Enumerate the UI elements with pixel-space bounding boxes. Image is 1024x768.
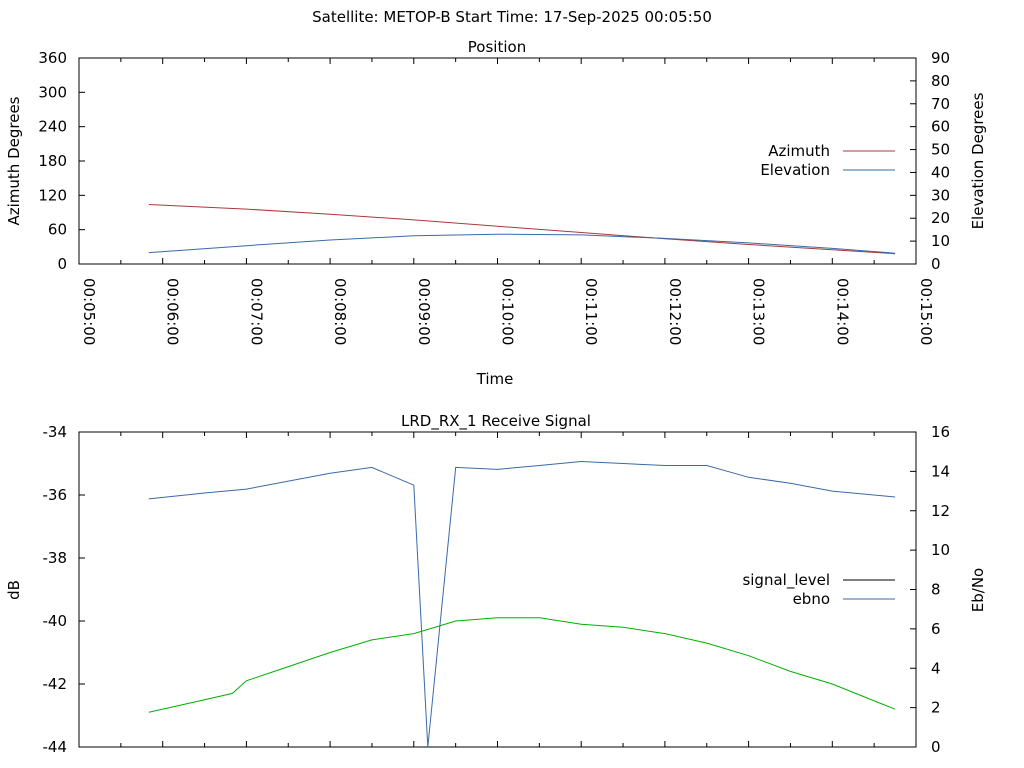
y2-tick-label: 14 xyxy=(931,462,950,480)
y2-tick-label: 70 xyxy=(931,95,950,113)
x-tick-label: 00:13:00 xyxy=(750,278,768,345)
signal-chart: LRD_RX_1 Receive Signal -44 -42 -40 -38 -36 -… xyxy=(5,412,987,756)
legend-signal-level-label: signal_level xyxy=(742,571,830,590)
x-tick-label: 00:11:00 xyxy=(582,278,600,345)
y-tick-label: -36 xyxy=(43,486,68,504)
x-tick-label: 00:12:00 xyxy=(666,278,684,345)
y-tick-label: 240 xyxy=(38,118,67,136)
x-tick-label: 00:15:00 xyxy=(917,278,935,345)
y2-tick-label: 10 xyxy=(931,232,950,250)
y-tick-label: 60 xyxy=(48,221,67,239)
series-signal-level-line xyxy=(148,617,896,713)
legend-ebno-label: ebno xyxy=(793,590,830,608)
signal-chart-title: LRD_RX_1 Receive Signal xyxy=(401,412,591,431)
position-chart: Position 00:05:00 00:06:00 00:07:00 00:08:0… xyxy=(5,38,987,388)
db-axis-label: dB xyxy=(5,580,23,600)
series-ebno-line xyxy=(148,460,896,748)
y2-tick-label: 30 xyxy=(931,186,950,204)
position-chart-title: Position xyxy=(468,38,526,56)
y-tick-label: -38 xyxy=(43,549,68,567)
y-tick-label: 180 xyxy=(38,152,67,170)
azimuth-axis-label: Azimuth Degrees xyxy=(5,96,23,225)
y2-tick-label: 60 xyxy=(931,118,950,136)
y2-tick-label: 12 xyxy=(931,502,950,520)
y2-tick-label: 80 xyxy=(931,72,950,90)
y2-tick-label: 6 xyxy=(931,620,941,638)
y-tick-label: 120 xyxy=(38,186,67,204)
x-tick-label: 00:06:00 xyxy=(164,278,182,345)
legend-elevation-label: Elevation xyxy=(760,161,830,179)
y2-tick-label: 0 xyxy=(931,738,941,756)
y-tick-label: -40 xyxy=(43,612,68,630)
y2-tick-label: 16 xyxy=(931,423,950,441)
y2-tick-label: 40 xyxy=(931,163,950,181)
y2-tick-label: 90 xyxy=(931,49,950,67)
series-elevation-line xyxy=(148,233,896,254)
elevation-axis-label: Elevation Degrees xyxy=(969,92,987,229)
y-tick-label: 300 xyxy=(38,83,67,101)
y-tick-label: 0 xyxy=(57,255,67,273)
x-tick-label: 00:10:00 xyxy=(499,278,517,345)
position-legend: Azimuth Elevation xyxy=(760,142,895,179)
y2-tick-label: 10 xyxy=(931,541,950,559)
x-tick-label: 00:05:00 xyxy=(80,278,98,345)
y-tick-label: -44 xyxy=(43,738,68,756)
x-tick-label: 00:14:00 xyxy=(833,278,851,345)
time-axis-label: Time xyxy=(476,370,514,388)
y2-tick-label: 2 xyxy=(931,699,941,717)
series-azimuth-line xyxy=(148,204,896,255)
y-tick-label: 360 xyxy=(38,49,67,67)
x-tick-label: 00:09:00 xyxy=(415,278,433,345)
figure-title: Satellite: METOP-B Start Time: 17-Sep-20… xyxy=(312,8,712,26)
y2-tick-label: 8 xyxy=(931,581,941,599)
y2-tick-label: 20 xyxy=(931,209,950,227)
y-tick-label: -42 xyxy=(43,675,68,693)
x-tick-label: 00:08:00 xyxy=(331,278,349,345)
y-tick-label: -34 xyxy=(43,423,68,441)
legend-azimuth-label: Azimuth xyxy=(768,142,830,160)
ebno-axis-label: Eb/No xyxy=(969,568,987,612)
y2-tick-label: 0 xyxy=(931,255,941,273)
y2-tick-label: 4 xyxy=(931,659,941,677)
y2-tick-label: 50 xyxy=(931,141,950,159)
x-tick-label: 00:07:00 xyxy=(247,278,265,345)
signal-legend: signal_level ebno xyxy=(742,571,895,608)
